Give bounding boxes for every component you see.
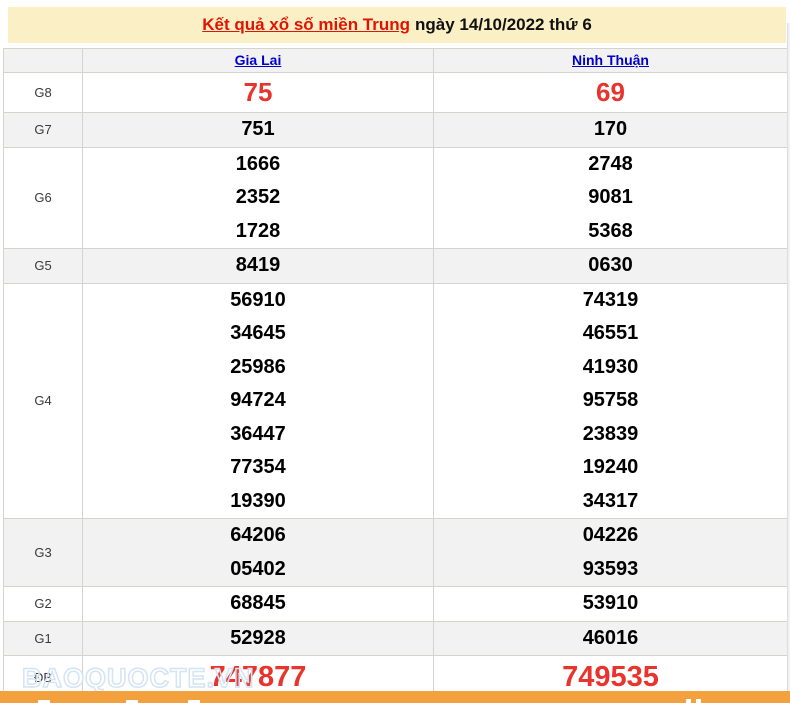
prize-number: 19390 <box>230 489 286 512</box>
prize-label: G7 <box>3 112 83 148</box>
prize-number: 1728 <box>235 219 281 242</box>
prize-number: 94724 <box>230 389 286 411</box>
prize-number: 19240 <box>582 456 639 478</box>
prize-number: 53910 <box>582 592 639 614</box>
prize-numbers-cell: 74319 46551 41930 95758 23839 19240 34317 <box>433 282 788 519</box>
prize-number: 8419 <box>235 254 281 276</box>
table-row: G5 8419 0630 <box>3 248 788 284</box>
prize-label: G1 <box>3 620 83 656</box>
prize-number: 93593 <box>582 557 639 580</box>
prize-numbers-cell: 170 <box>433 112 788 148</box>
prize-numbers-cell: 69 <box>433 72 788 113</box>
results-table: Gia Lai Ninh Thuận G8 75 69 G7 751 170 G6 1666 2… <box>3 48 788 699</box>
title-date: ngày 14/10/2022 thứ 6 <box>415 15 592 34</box>
prize-number: 52928 <box>230 626 286 649</box>
prize-number: 77354 <box>230 456 286 478</box>
prize-column-header <box>3 48 83 73</box>
table-row: G7 751 170 <box>3 112 788 148</box>
prize-numbers-cell: 53910 <box>433 586 788 622</box>
prize-numbers-cell: 75 <box>82 72 434 113</box>
prize-number: 05402 <box>230 557 286 580</box>
prize-label: G5 <box>3 248 83 284</box>
province-link-gia-lai[interactable]: Gia Lai <box>234 51 282 68</box>
table-row: G3 64206 05402 04226 93593 <box>3 518 788 587</box>
prize-numbers-cell: 68845 <box>82 586 434 622</box>
prize-numbers-cell: 8419 <box>82 248 434 284</box>
prize-number: 1666 <box>235 152 281 175</box>
province-link-ninh-thuan[interactable]: Ninh Thuận <box>572 51 649 68</box>
prize-label: G2 <box>3 586 83 622</box>
results-body: G8 75 69 G7 751 170 G6 1666 2352 1728 2748 9081 5368… <box>3 72 788 699</box>
prize-number: 9081 <box>588 186 633 208</box>
prize-number: 34317 <box>582 489 639 512</box>
table-row: G4 56910 34645 25986 94724 36447 77354 19390 743… <box>3 282 788 519</box>
province-header-gia-lai: Gia Lai <box>82 48 434 73</box>
prize-number: 5368 <box>588 219 633 242</box>
prize-numbers-cell: 64206 05402 <box>82 518 434 587</box>
prize-label: G3 <box>3 518 83 587</box>
prize-number: 74319 <box>582 288 639 311</box>
table-row: G6 1666 2352 1728 2748 9081 5368 <box>3 146 788 249</box>
page-title: Kết quả xổ số miền Trung ngày 14/10/2022… <box>8 7 786 43</box>
prize-number: 68845 <box>230 592 286 614</box>
prize-numbers-cell: 46016 <box>433 620 788 656</box>
prize-numbers-cell: 1666 2352 1728 <box>82 146 434 249</box>
prize-label: G8 <box>3 72 83 113</box>
prize-number: 2748 <box>588 152 633 175</box>
prize-label: G6 <box>3 146 83 249</box>
right-edge-strip <box>787 23 790 691</box>
header-row: Gia Lai Ninh Thuận <box>3 48 788 73</box>
prize-number: 69 <box>596 77 625 107</box>
table-row: G2 68845 53910 <box>3 586 788 622</box>
province-header-ninh-thuan: Ninh Thuận <box>433 48 788 73</box>
prize-number: 64206 <box>230 524 286 546</box>
prize-numbers-cell: 0630 <box>433 248 788 284</box>
prize-number: 170 <box>593 118 628 140</box>
prize-number: 751 <box>241 118 275 140</box>
title-link[interactable]: Kết quả xổ số miền Trung <box>202 15 411 34</box>
prize-label: G4 <box>3 282 83 519</box>
prize-number: 34645 <box>230 322 286 344</box>
prize-number: 56910 <box>230 288 286 311</box>
prize-number: 95758 <box>582 389 639 411</box>
prize-number: 36447 <box>230 422 286 445</box>
table-row: G1 52928 46016 <box>3 620 788 656</box>
prize-numbers-cell: 52928 <box>82 620 434 656</box>
prize-number: 25986 <box>230 355 286 378</box>
next-section-cutoff-bar <box>0 691 790 703</box>
prize-numbers-cell: 2748 9081 5368 <box>433 146 788 249</box>
prize-number: 46551 <box>582 322 639 344</box>
prize-number: 46016 <box>582 626 639 649</box>
prize-numbers-cell: 04226 93593 <box>433 518 788 587</box>
prize-number: 0630 <box>588 254 633 276</box>
prize-number: 2352 <box>235 186 281 208</box>
prize-number: 23839 <box>582 422 639 445</box>
prize-number: 747877 <box>209 661 307 693</box>
prize-numbers-cell: 56910 34645 25986 94724 36447 77354 19390 <box>82 282 434 519</box>
table-row: G8 75 69 <box>3 72 788 113</box>
prize-numbers-cell: 751 <box>82 112 434 148</box>
prize-number: 75 <box>243 77 273 107</box>
prize-number: 749535 <box>562 661 659 693</box>
prize-number: 04226 <box>582 524 639 546</box>
prize-number: 41930 <box>582 355 639 378</box>
